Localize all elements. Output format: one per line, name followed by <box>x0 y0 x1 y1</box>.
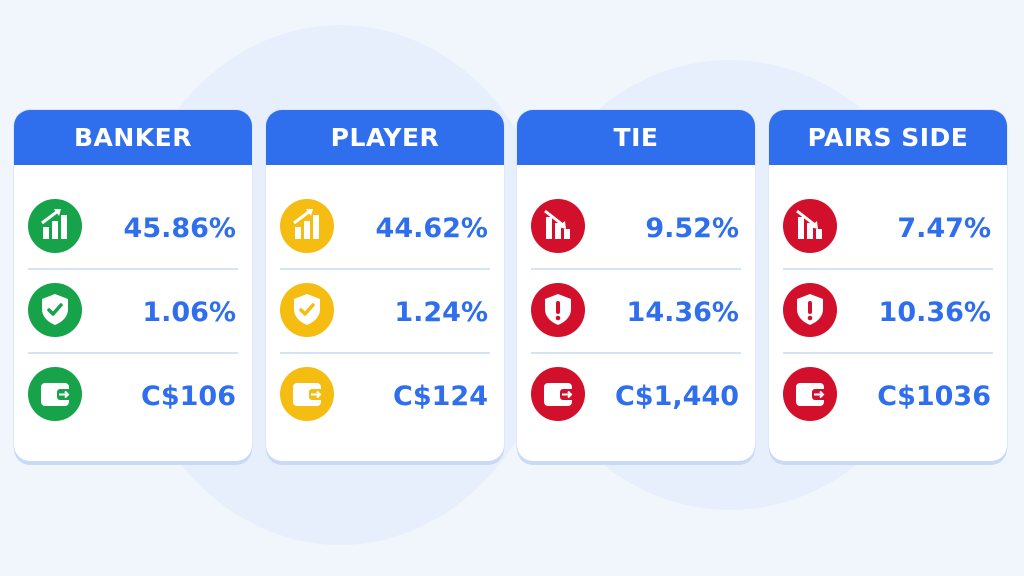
stat-row: 1.06% <box>28 270 238 354</box>
stat-value: 9.52% <box>645 212 739 244</box>
icon <box>280 367 334 425</box>
icon <box>783 367 837 425</box>
icon <box>28 199 82 253</box>
divider <box>783 268 993 270</box>
icon <box>28 367 82 425</box>
stat-row: C$124 <box>280 354 490 438</box>
icon <box>531 367 585 421</box>
divider <box>28 352 238 354</box>
stat-value: 1.24% <box>394 296 488 328</box>
stat-value: C$1,440 <box>614 380 739 412</box>
stat-row: C$106 <box>28 354 238 438</box>
icon <box>280 283 334 341</box>
stat-value: 14.36% <box>626 296 739 328</box>
icon <box>531 199 585 253</box>
card-title: BANKER <box>14 110 252 165</box>
stat-value: 7.47% <box>897 212 991 244</box>
stat-value: C$124 <box>393 380 488 412</box>
stat-value: 10.36% <box>878 296 991 328</box>
icon <box>280 283 334 337</box>
card: PAIRS SIDE 7.47% 10.36% C$1036 <box>769 110 1007 461</box>
icon <box>531 199 585 257</box>
stat-value: 1.06% <box>142 296 236 328</box>
stat-row: 44.62% <box>280 186 490 270</box>
card: TIE 9.52% 14.36% C$1,440 <box>517 110 755 461</box>
icon <box>28 199 82 257</box>
divider <box>280 352 490 354</box>
stat-row: 45.86% <box>28 186 238 270</box>
divider <box>280 268 490 270</box>
icon <box>531 283 585 337</box>
divider <box>28 268 238 270</box>
stat-row: C$1,440 <box>531 354 741 438</box>
icon <box>531 367 585 425</box>
stat-row: 10.36% <box>783 270 993 354</box>
stat-value: C$1036 <box>877 380 991 412</box>
icon <box>783 199 837 253</box>
card: PLAYER 44.62% 1.24% C$124 <box>266 110 504 461</box>
stat-row: 7.47% <box>783 186 993 270</box>
icon <box>280 199 334 257</box>
card-title: PAIRS SIDE <box>769 110 1007 165</box>
card-title: PLAYER <box>266 110 504 165</box>
icon <box>783 283 837 337</box>
stat-row: 14.36% <box>531 270 741 354</box>
stat-row: 9.52% <box>531 186 741 270</box>
stat-value: 45.86% <box>123 212 236 244</box>
stat-row: C$1036 <box>783 354 993 438</box>
icon <box>28 283 82 341</box>
icon <box>783 199 837 257</box>
icon <box>280 367 334 421</box>
divider <box>783 352 993 354</box>
icon <box>531 283 585 341</box>
icon <box>28 283 82 337</box>
icon <box>28 367 82 421</box>
card: BANKER 45.86% 1.06% C$106 <box>14 110 252 461</box>
icon <box>783 283 837 341</box>
stat-value: 44.62% <box>375 212 488 244</box>
icon <box>783 367 837 421</box>
divider <box>531 352 741 354</box>
icon <box>280 199 334 253</box>
divider <box>531 268 741 270</box>
stat-row: 1.24% <box>280 270 490 354</box>
stat-value: C$106 <box>141 380 236 412</box>
card-title: TIE <box>517 110 755 165</box>
